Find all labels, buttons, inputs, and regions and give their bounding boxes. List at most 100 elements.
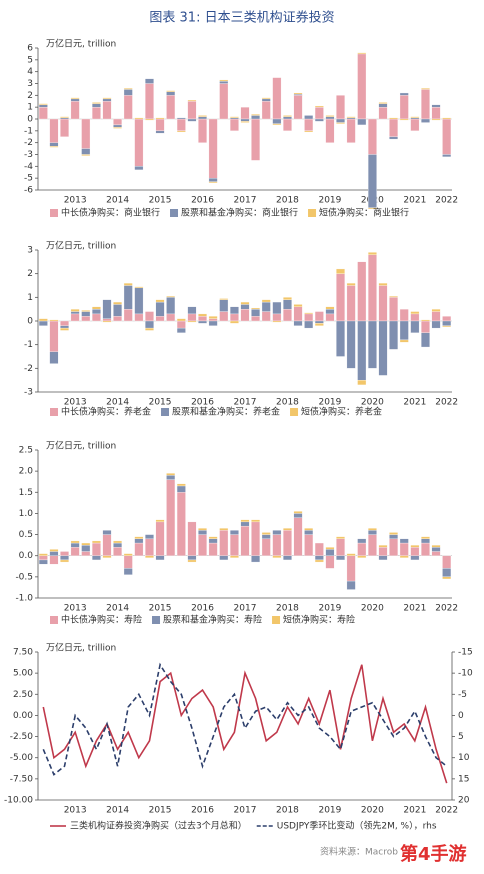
bar-segment [219,555,229,561]
bar-segment [176,492,186,556]
legend-label: USDJPY季环比变动（领先2M, %），rhs [277,820,437,832]
bar-segment [38,553,48,556]
bar-segment [421,538,430,544]
bar-segment [442,154,452,158]
bar-segment [325,118,335,143]
bar-segment [399,118,409,121]
bar-segment [367,252,377,255]
bar-segment [240,521,250,527]
bar-segment [187,320,197,323]
legend-label: 中长债净购买：商业银行 [61,207,160,219]
bar-segment [145,78,154,84]
bar-segment [176,130,186,133]
bar-segment [304,130,314,133]
x-tick-label: 2018 [276,604,299,614]
y-tick-label: -2.50 [10,732,34,742]
bar-segment [91,540,101,544]
y-axis-title: 万亿日元, trillion [46,240,116,252]
bar-segment [145,538,154,556]
bar-segment [293,306,303,322]
bar-segment [123,309,133,322]
bar-segment [336,320,345,357]
y-axis-title: 万亿日元, trillion [46,38,116,50]
bar-segment [113,124,123,128]
bar-segment [49,555,59,565]
bar-segment [240,301,250,305]
bar-segment [357,380,367,386]
legend-label: 短债净购买：养老金 [301,406,382,418]
bar-segment [49,320,59,352]
y-tick-label: 0 [27,317,33,327]
x-tick-label: 2019 [318,806,341,816]
y-tick-label: 6 [27,44,33,54]
bar-segment [102,98,112,102]
bar-segment [240,121,250,123]
bar-segment [272,301,282,315]
source: 资料来源：Macrob [320,846,398,858]
y-tick-label: 3 [27,79,33,89]
bar-segment [293,320,303,326]
bar-segment [314,555,324,561]
bar-segment [389,136,399,140]
bar-segment [304,118,314,131]
bar-segment [272,313,282,322]
bar-segment [421,118,430,123]
x-tick-label: 2021 [403,604,426,614]
bar-segment [442,118,452,155]
x-tick-label: 2019 [318,604,341,614]
bar-segment [357,538,367,544]
bar-segment [208,538,218,544]
bar-segment [272,555,282,558]
bar-segment [49,142,59,147]
bar-segment [357,555,367,558]
bar-segment [187,101,197,120]
bar-segment [367,154,377,208]
bar-segment [38,555,48,561]
bar-segment [219,530,229,556]
y2-tick-label: -15 [458,648,473,658]
bar-segment [410,313,420,322]
bar-segment [304,312,314,315]
x-tick-label: 2017 [234,604,257,614]
bar-segment [314,118,324,122]
y-tick-label: 1.0 [19,509,34,519]
bar-segment [198,528,207,531]
bar-segment [240,309,250,322]
bar-segment [81,310,91,312]
legend-label: 股票和基金净购买：寿险 [163,614,262,626]
bar-segment [123,285,133,310]
bar-segment [38,559,48,565]
bar-segment [38,320,48,326]
y-tick-label: 1.5 [19,488,33,498]
bar-segment [155,299,165,303]
bar-segment [346,285,356,322]
bar-segment [431,544,441,548]
bar-segment [81,311,91,317]
y-tick-label: -2 [24,138,33,148]
bar-segment [208,318,218,322]
bar-segment [261,534,271,539]
bar-segment [325,547,335,550]
legend-label: 股票和基金净购买：养老金 [172,406,280,418]
bar-segment [60,117,69,120]
bar-segment [91,103,101,108]
bar-segment [389,320,399,350]
bar-segment [166,91,176,96]
bar-segment [283,297,292,300]
bar-segment [155,130,165,134]
bar-segment [346,580,356,590]
bar-segment [251,114,261,116]
bar-segment [155,316,165,322]
y-tick-label: -7.50 [10,774,34,784]
bar-segment [102,97,112,100]
x-tick-label: 2019 [318,196,341,206]
bar-segment [219,79,229,82]
bar-segment [123,89,133,96]
bar-segment [389,538,399,556]
bar-segment [336,268,345,274]
y-tick-label: 1 [27,103,33,113]
bar-segment [389,297,399,322]
bar-segment [346,553,356,556]
legend-swatch [152,616,161,624]
bar-segment [336,538,345,556]
